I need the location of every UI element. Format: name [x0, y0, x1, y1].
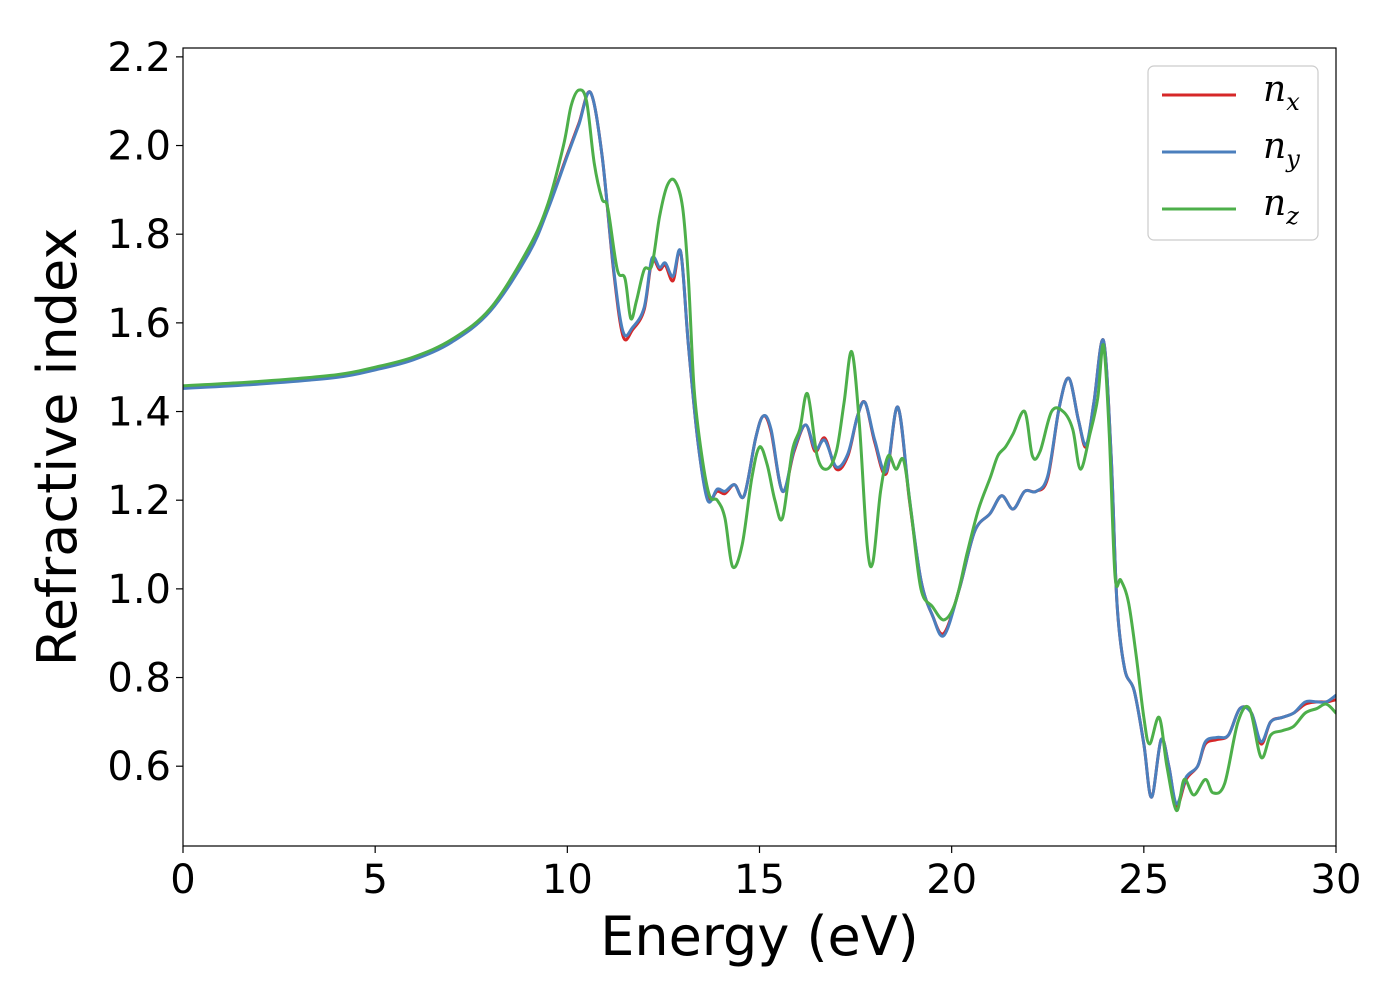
y-tick-label: 1.4	[107, 390, 171, 436]
y-tick-label: 1.2	[107, 478, 171, 524]
y-tick-label: 2.2	[107, 35, 171, 81]
x-tick-label: 30	[1311, 857, 1362, 903]
y-tick-label: 1.0	[107, 567, 171, 613]
y-tick-label: 0.6	[107, 744, 171, 790]
x-tick-label: 5	[362, 857, 387, 903]
legend: nx ny nz	[1147, 65, 1319, 241]
x-tick-label: 25	[1118, 857, 1169, 903]
y-tick-label: 2.0	[107, 124, 171, 170]
y-tick-label: 1.8	[107, 212, 171, 258]
x-tick-label: 10	[542, 857, 593, 903]
y-tick-label: 0.8	[107, 656, 171, 702]
series-layer	[183, 88, 1336, 813]
x-axis-ticks: 0 5 10 15 20 25 30	[170, 846, 1361, 903]
x-tick-label: 20	[926, 857, 977, 903]
y-axis-ticks: 0.6 0.8 1.0 1.2 1.4 1.6 1.8 2.0 2.2	[107, 35, 183, 790]
y-tick-label: 1.6	[107, 301, 171, 347]
legend-label-n-x: nx	[1263, 69, 1300, 116]
legend-label-n-z: nz	[1263, 183, 1299, 230]
y-axis-label: Refractive index	[26, 228, 89, 667]
legend-label-n-y: ny	[1263, 126, 1300, 173]
series-line-n-z	[183, 88, 1336, 813]
x-axis-label: Energy (eV)	[600, 905, 919, 968]
x-tick-label: 0	[170, 857, 195, 903]
x-tick-label: 15	[734, 857, 785, 903]
